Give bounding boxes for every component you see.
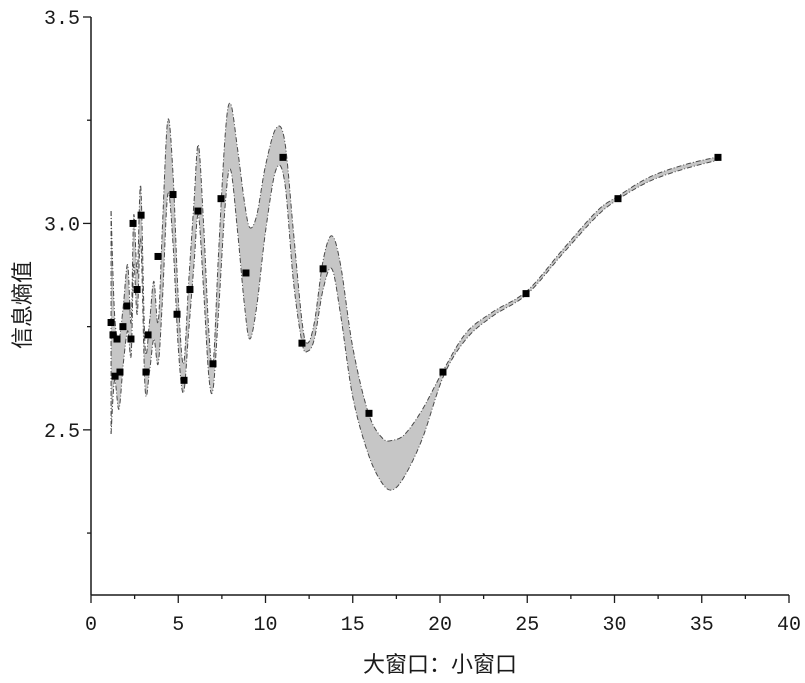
data-point [133, 285, 141, 293]
band-lower-boundary [110, 159, 720, 491]
confidence-band-layer [110, 102, 720, 491]
x-tick-label: 10 [253, 614, 277, 637]
confidence-band [111, 103, 720, 491]
data-point [123, 302, 131, 310]
data-point [137, 211, 145, 219]
data-point [129, 219, 137, 227]
y-tick-label: 2.5 [44, 421, 80, 444]
data-point [111, 372, 119, 380]
x-tick-label: 5 [172, 614, 184, 637]
y-axis-label: 信息熵值 [10, 261, 35, 349]
band-upper-boundary [110, 102, 720, 442]
data-point [217, 195, 225, 203]
data-point [319, 265, 327, 273]
y-tick-label: 3.0 [44, 214, 80, 237]
data-point [180, 376, 188, 384]
data-point [142, 368, 150, 376]
data-point [144, 331, 152, 339]
data-point [714, 153, 722, 161]
x-tick-label: 30 [602, 614, 626, 637]
data-point [119, 323, 127, 331]
data-point [173, 310, 181, 318]
x-tick-label: 20 [428, 614, 452, 637]
x-tick-label: 35 [690, 614, 714, 637]
y-tick-label: 3.5 [44, 8, 80, 31]
data-point [154, 252, 162, 260]
data-point [186, 285, 194, 293]
x-tick-label: 15 [341, 614, 365, 637]
axes-layer: 0 5 10 15 20 25 30 35 40 2.5 3.0 3.5 [44, 8, 801, 637]
data-point [209, 360, 217, 368]
x-axis-label: 大窗口：小窗口 [363, 652, 517, 677]
x-tick-label: 0 [85, 614, 97, 637]
data-point [242, 269, 250, 277]
data-point [194, 207, 202, 215]
data-point [116, 368, 124, 376]
data-point [109, 331, 117, 339]
x-tick-label: 40 [777, 614, 801, 637]
data-point [113, 335, 121, 343]
data-point [107, 319, 115, 327]
data-point [127, 335, 135, 343]
data-point [365, 409, 373, 417]
data-points-layer [107, 153, 722, 417]
data-point [298, 339, 306, 347]
data-point [522, 290, 530, 298]
data-point [279, 153, 287, 161]
x-tick-label: 25 [515, 614, 539, 637]
data-point [614, 195, 622, 203]
data-point [169, 191, 177, 199]
data-point [439, 368, 447, 376]
